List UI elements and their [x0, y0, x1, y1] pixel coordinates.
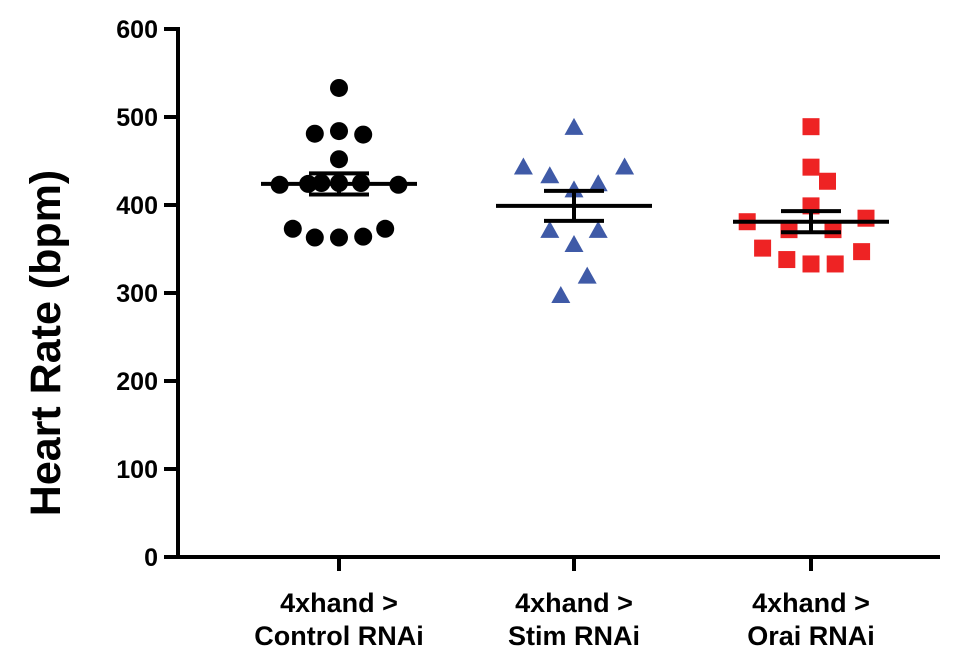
series-circle: [261, 78, 417, 247]
x-tick-label-line2: Control RNAi: [254, 621, 423, 651]
series-triangle: [496, 117, 652, 303]
data-point: [540, 166, 560, 184]
data-point: [376, 219, 395, 238]
data-point: [564, 117, 584, 135]
data-point: [577, 266, 597, 284]
x-tick-label-line2: Orai RNAi: [747, 621, 875, 651]
data-point: [513, 157, 533, 175]
data-point: [354, 125, 373, 144]
data-point: [754, 239, 772, 257]
data-point: [540, 220, 560, 238]
x-tick-label-line1: 4xhand >: [515, 588, 633, 618]
y-axis-title: Heart Rate (bpm): [22, 170, 70, 516]
data-point: [354, 227, 373, 246]
y-tick-label: 400: [116, 192, 158, 220]
y-tick-label: 0: [144, 544, 158, 572]
data-point: [857, 209, 875, 227]
data-point: [802, 118, 820, 136]
series-square: [733, 118, 889, 273]
y-axis-ticks: 0 100 200 300 400 500 600: [116, 16, 178, 572]
y-tick-label: 100: [116, 456, 158, 484]
data-point: [551, 285, 571, 303]
data-point: [330, 150, 348, 169]
data-point: [588, 220, 608, 238]
data-point: [330, 78, 348, 97]
data-point: [588, 174, 608, 192]
y-tick-label: 200: [116, 368, 158, 396]
data-point: [826, 255, 844, 273]
data-point: [802, 158, 820, 176]
y-tick-label: 300: [116, 280, 158, 308]
data-point: [615, 157, 635, 175]
x-tick-label-line1: 4xhand >: [752, 588, 870, 618]
x-tick-label-line2: Stim RNAi: [508, 621, 640, 651]
data-point: [305, 124, 324, 143]
x-tick-label-line1: 4xhand >: [280, 588, 398, 618]
data-point: [778, 251, 796, 269]
data-point: [564, 234, 584, 252]
data-point: [305, 228, 324, 247]
data-point: [283, 219, 302, 238]
y-tick-label: 500: [116, 104, 158, 132]
data-point: [802, 255, 820, 273]
data-point: [819, 172, 836, 190]
data-point: [564, 180, 584, 198]
data-point: [330, 228, 348, 247]
data-point: [330, 122, 348, 141]
y-tick-label: 600: [116, 16, 158, 44]
data-point: [853, 243, 871, 261]
plot-area: [261, 78, 889, 303]
